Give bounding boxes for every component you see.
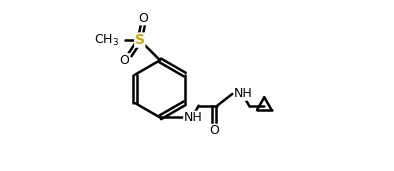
Text: O: O [138, 12, 148, 25]
Text: O: O [209, 124, 219, 137]
Text: S: S [135, 33, 145, 47]
Text: NH: NH [234, 87, 253, 100]
Text: O: O [120, 54, 130, 67]
Text: NH: NH [184, 111, 202, 124]
Text: CH$_3$: CH$_3$ [95, 32, 120, 48]
